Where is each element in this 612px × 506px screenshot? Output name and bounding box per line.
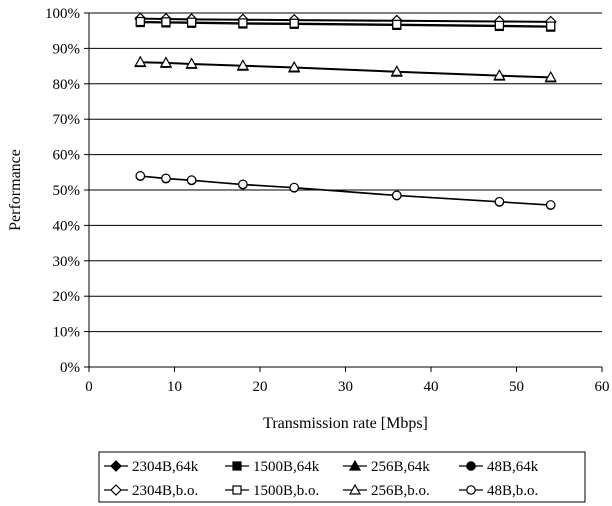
data-point — [187, 17, 197, 27]
legend-label: 256B,64k — [371, 459, 430, 475]
legend-label: 1500B,b.o. — [253, 483, 319, 499]
legend-label: 1500B,64k — [253, 459, 320, 475]
data-point — [159, 56, 172, 68]
legend: 2304B,64k 1500B,64k 256B,64k 48B,64k 2304B,b… — [98, 451, 586, 503]
legend-box — [98, 451, 586, 503]
y-tick-label: 30% — [53, 254, 81, 270]
x-tick-labels: 0 10 20 30 40 50 60 — [85, 379, 609, 395]
x-tick-label: 30 — [338, 379, 353, 395]
data-point — [494, 196, 505, 207]
legend-marker — [348, 459, 362, 471]
series-6 — [135, 16, 556, 31]
legend-label: 256B,b.o. — [371, 483, 430, 499]
y-tick-label: 10% — [53, 325, 81, 341]
grid-layer — [89, 12, 602, 333]
y-tick-label: 50% — [53, 183, 81, 199]
y-axis-title: Performance — [7, 149, 24, 231]
legend-item: 256B,64k — [343, 459, 430, 475]
data-point — [161, 173, 171, 184]
legend-marker — [466, 461, 476, 471]
legend-item: 1500B,b.o. — [225, 483, 319, 499]
y-tick-label: 70% — [53, 112, 81, 128]
data-point — [238, 18, 248, 28]
data-point — [494, 20, 504, 30]
data-point — [391, 190, 402, 201]
data-point — [545, 200, 556, 210]
legend-item: 2304B,64k — [104, 459, 199, 475]
x-axis-title: Transmission rate [Mbps] — [263, 415, 428, 432]
data-point — [288, 60, 301, 72]
series-8 — [135, 171, 556, 210]
data-point — [289, 18, 299, 28]
legend-item: 1500B,64k — [225, 459, 320, 475]
x-tick-label: 50 — [509, 379, 524, 395]
x-tick-label: 40 — [424, 379, 439, 395]
series-4 — [135, 171, 556, 211]
x-tick-label: 20 — [253, 379, 268, 395]
series-line — [140, 61, 551, 79]
data-point — [392, 19, 402, 29]
legend-item: 48B,b.o. — [459, 483, 538, 499]
series-lines — [134, 12, 557, 211]
legend-marker — [110, 460, 122, 472]
axes — [84, 12, 603, 372]
legend-label: 48B,b.o. — [487, 483, 538, 499]
y-tick-labels: 0% 10% 20% 30% 40% 50% 60% 70% 80% 90% 100% — [45, 6, 80, 376]
data-point — [185, 57, 198, 69]
data-point — [390, 65, 403, 77]
data-point — [236, 59, 249, 70]
y-tick-label: 80% — [53, 77, 81, 93]
data-point — [135, 171, 146, 181]
data-point — [238, 179, 248, 190]
y-tick-label: 20% — [53, 289, 81, 305]
legend-item: 48B,64k — [459, 459, 539, 475]
legend-label: 2304B,b.o. — [132, 483, 198, 499]
y-tick-label: 90% — [53, 41, 81, 57]
x-tick-label: 10 — [167, 379, 182, 395]
legend-label: 48B,64k — [487, 459, 539, 475]
x-tick-label: 0 — [85, 379, 93, 395]
data-point — [546, 21, 556, 31]
legend-item: 2304B,b.o. — [104, 483, 198, 499]
data-point — [134, 55, 147, 67]
legend-marker — [232, 485, 242, 495]
y-tick-label: 60% — [53, 148, 81, 164]
legend-label: 2304B,64k — [132, 459, 199, 475]
y-tick-label: 0% — [60, 360, 80, 376]
y-tick-label: 100% — [45, 6, 80, 22]
data-point — [544, 70, 557, 82]
data-point — [186, 175, 197, 185]
legend-item: 256B,b.o. — [343, 483, 430, 499]
data-point — [161, 17, 171, 27]
data-point — [493, 69, 506, 80]
legend-marker — [110, 484, 122, 496]
legend-marker — [348, 483, 362, 495]
legend-marker — [232, 461, 242, 471]
y-tick-label: 40% — [53, 218, 81, 234]
series-line — [140, 61, 551, 78]
legend-marker — [466, 485, 476, 495]
x-tick-label: 60 — [595, 379, 610, 395]
series-7 — [134, 55, 557, 82]
data-point — [289, 182, 299, 193]
data-point — [135, 16, 145, 27]
